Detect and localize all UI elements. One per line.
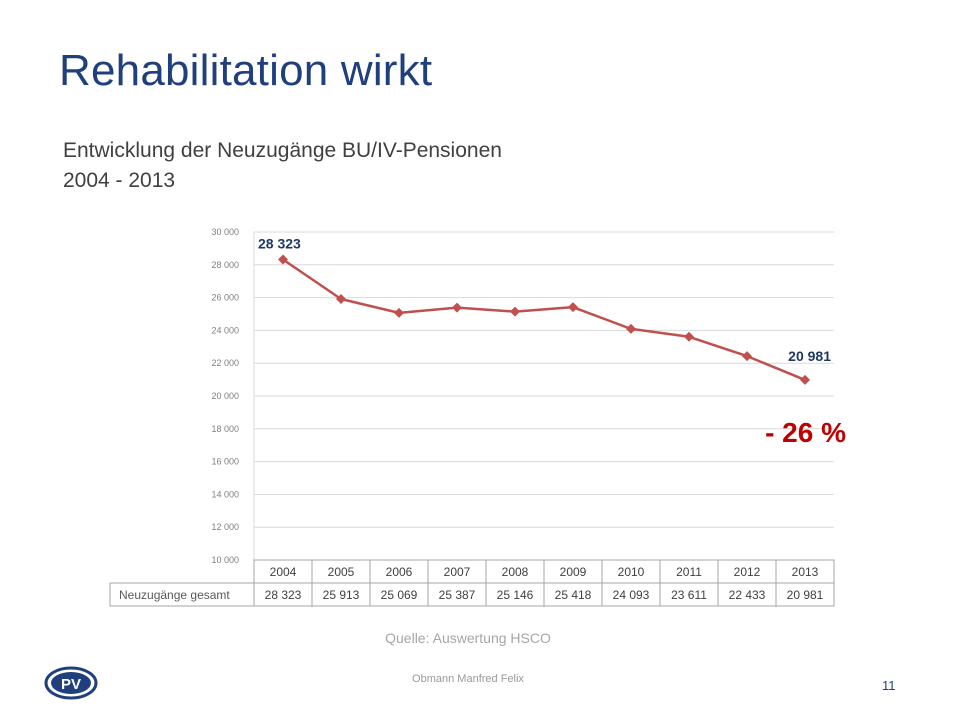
source-note: Quelle: Auswertung HSCO bbox=[385, 630, 551, 646]
y-tick-label: 14 000 bbox=[211, 489, 239, 499]
data-point-marker bbox=[742, 351, 752, 362]
table-value-cell: 20 981 bbox=[787, 588, 824, 602]
data-point-marker bbox=[568, 302, 578, 313]
x-tick-label: 2005 bbox=[328, 565, 355, 579]
y-tick-label: 24 000 bbox=[211, 325, 239, 335]
x-tick-label: 2011 bbox=[676, 565, 702, 579]
pv-logo-text: PV bbox=[61, 676, 81, 693]
y-tick-label: 16 000 bbox=[211, 457, 239, 467]
y-tick-label: 20 000 bbox=[211, 391, 239, 401]
table-series-label: Neuzugänge gesamt bbox=[119, 588, 230, 602]
y-tick-label: 22 000 bbox=[211, 358, 239, 368]
data-point-marker bbox=[452, 302, 462, 313]
data-point-marker bbox=[626, 323, 636, 334]
table-value-cell: 22 433 bbox=[729, 588, 766, 602]
y-tick-label: 30 000 bbox=[211, 227, 239, 237]
x-tick-label: 2012 bbox=[734, 565, 761, 579]
x-tick-label: 2009 bbox=[560, 565, 587, 579]
data-label: 28 323 bbox=[258, 236, 301, 252]
series-line bbox=[282, 258, 806, 382]
table-value-cell: 25 069 bbox=[381, 588, 418, 602]
y-tick-label: 10 000 bbox=[211, 555, 239, 565]
x-tick-label: 2004 bbox=[270, 565, 297, 579]
chart-subtitle: Entwicklung der Neuzugänge BU/IV-Pension… bbox=[63, 136, 502, 196]
x-tick-label: 2008 bbox=[502, 565, 529, 579]
data-table-row-header-cell bbox=[109, 582, 255, 607]
subtitle-line-1: Entwicklung der Neuzugänge BU/IV-Pension… bbox=[63, 139, 502, 162]
x-tick-label: 2010 bbox=[618, 565, 645, 579]
y-tick-label: 12 000 bbox=[211, 522, 239, 532]
table-value-cell: 25 418 bbox=[555, 588, 592, 602]
page-number: 11 bbox=[882, 678, 896, 693]
data-point-marker bbox=[278, 254, 288, 265]
y-tick-label: 18 000 bbox=[211, 424, 239, 434]
table-value-cell: 25 387 bbox=[439, 588, 476, 602]
slide-title: Rehabilitation wirkt bbox=[59, 46, 433, 95]
data-point-marker bbox=[336, 294, 346, 305]
x-tick-label: 2006 bbox=[386, 565, 413, 579]
table-value-cell: 23 611 bbox=[671, 588, 707, 602]
data-point-marker bbox=[394, 307, 404, 318]
data-point-marker bbox=[800, 374, 810, 385]
y-tick-label: 28 000 bbox=[211, 260, 239, 270]
table-value-cell: 28 323 bbox=[265, 588, 302, 602]
footer-author: Obmann Manfred Felix bbox=[412, 673, 524, 685]
change-annotation: - 26 % bbox=[765, 417, 846, 448]
data-label: 20 981 bbox=[788, 348, 831, 364]
pv-logo: PV bbox=[44, 666, 98, 700]
table-value-cell: 25 913 bbox=[323, 588, 360, 602]
x-tick-label: 2007 bbox=[444, 565, 471, 579]
table-value-cell: 25 146 bbox=[497, 588, 534, 602]
data-point-marker bbox=[684, 331, 694, 342]
subtitle-line-2: 2004 - 2013 bbox=[63, 169, 176, 192]
table-value-cell: 24 093 bbox=[613, 588, 650, 602]
y-tick-label: 26 000 bbox=[211, 293, 239, 303]
x-tick-label: 2013 bbox=[792, 565, 819, 579]
data-point-marker bbox=[510, 306, 520, 317]
